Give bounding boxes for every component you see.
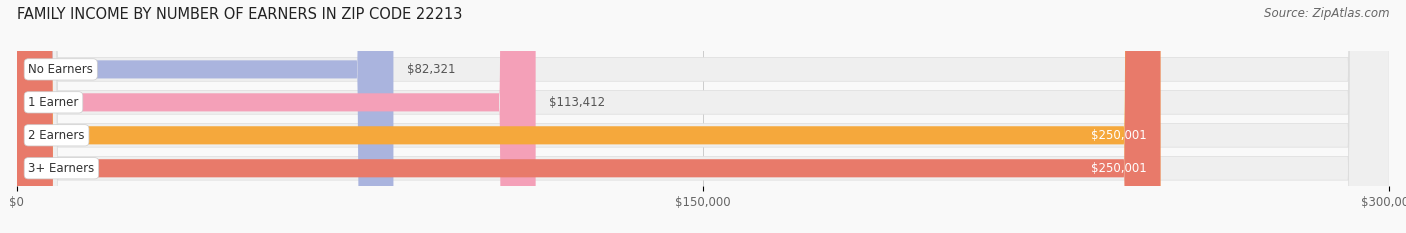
- FancyBboxPatch shape: [17, 0, 1389, 233]
- FancyBboxPatch shape: [17, 0, 1389, 233]
- Text: 3+ Earners: 3+ Earners: [28, 162, 94, 175]
- Text: $82,321: $82,321: [408, 63, 456, 76]
- FancyBboxPatch shape: [17, 0, 1389, 233]
- FancyBboxPatch shape: [17, 0, 1389, 233]
- Text: 2 Earners: 2 Earners: [28, 129, 84, 142]
- FancyBboxPatch shape: [17, 0, 1160, 233]
- FancyBboxPatch shape: [17, 0, 1160, 233]
- Text: No Earners: No Earners: [28, 63, 93, 76]
- Text: Source: ZipAtlas.com: Source: ZipAtlas.com: [1264, 7, 1389, 20]
- Text: $250,001: $250,001: [1091, 129, 1147, 142]
- FancyBboxPatch shape: [17, 0, 394, 233]
- Text: $250,001: $250,001: [1091, 162, 1147, 175]
- FancyBboxPatch shape: [17, 0, 536, 233]
- Text: FAMILY INCOME BY NUMBER OF EARNERS IN ZIP CODE 22213: FAMILY INCOME BY NUMBER OF EARNERS IN ZI…: [17, 7, 463, 22]
- Text: 1 Earner: 1 Earner: [28, 96, 79, 109]
- Text: $113,412: $113,412: [550, 96, 606, 109]
